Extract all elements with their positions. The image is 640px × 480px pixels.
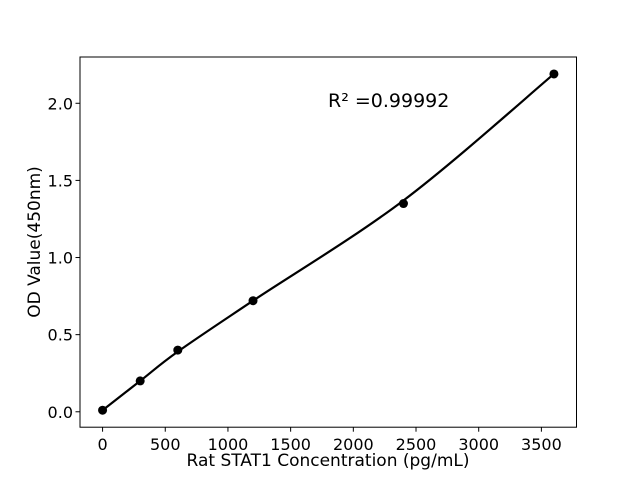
x-tick-label: 1000: [208, 435, 249, 454]
y-tick-label: 0.0: [48, 403, 73, 422]
y-tick-label: 0.5: [48, 326, 73, 345]
data-point-marker: [98, 405, 108, 415]
x-tick-label: 1500: [270, 435, 311, 454]
x-tick-label: 0: [97, 435, 107, 454]
y-tick-label: 1.5: [48, 171, 73, 190]
x-tick-label: 3500: [521, 435, 562, 454]
plot-area: [79, 56, 577, 428]
y-axis-label: OD Value(450nm): [25, 166, 45, 318]
y-tick-label: 2.0: [48, 94, 73, 113]
x-tick-label: 2000: [333, 435, 374, 454]
x-tick-label: 2500: [396, 435, 437, 454]
data-point-marker: [173, 345, 183, 355]
data-point-marker: [135, 376, 145, 386]
y-tick-label: 1.0: [48, 249, 73, 268]
plot-layer: 0 500 1000 1500 2000 2500 3000 3500 0.0 0.5 1.0 1.5…: [48, 56, 577, 454]
r-squared-annotation: R² =0.99992: [328, 90, 449, 112]
data-point-marker: [549, 69, 559, 79]
x-tick-label: 500: [150, 435, 181, 454]
x-axis-label: Rat STAT1 Concentration (pg/mL): [187, 451, 470, 471]
x-tick-label: 3000: [458, 435, 499, 454]
data-point-marker: [398, 199, 408, 209]
data-point-marker: [248, 296, 258, 306]
